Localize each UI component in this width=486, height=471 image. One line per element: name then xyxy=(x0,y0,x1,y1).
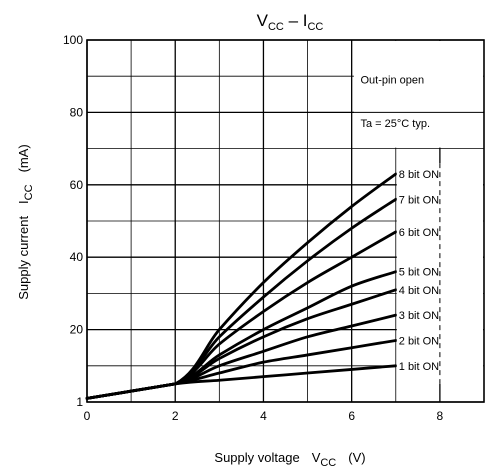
y-tick-label: 1 xyxy=(76,395,83,409)
series-line-1-bit xyxy=(85,364,398,400)
y-axis-label: Supply currentICC(mA) xyxy=(16,144,35,300)
series-lines xyxy=(85,172,398,400)
x-tick-label: 2 xyxy=(172,409,179,423)
y-tick-label: 100 xyxy=(63,33,83,47)
annotation-text: Out-pin open xyxy=(360,74,424,86)
y-tick-label: 40 xyxy=(70,250,84,264)
annotation-text: Ta = 25°C typ. xyxy=(360,118,430,130)
annotation-panel xyxy=(353,41,483,148)
x-axis-label: Supply voltage VCC (V) xyxy=(214,450,365,469)
chart-title: VCC – ICC xyxy=(257,11,324,33)
axis-ticks: 0 2 4 6 8 1 20 40 60 80 100 xyxy=(63,33,444,423)
x-tick-label: 6 xyxy=(348,409,355,423)
series-line-2-bit xyxy=(85,339,398,400)
annotation-box: Out-pin open Ta = 25°C typ. xyxy=(351,41,484,148)
y-tick-label: 20 xyxy=(70,323,84,337)
series-label: 3 bit ON xyxy=(399,310,439,322)
series-line-3-bit xyxy=(85,313,398,400)
x-tick-label: 8 xyxy=(437,409,444,423)
series-line-8-bit xyxy=(85,172,398,400)
series-label: 7 bit ON xyxy=(399,194,439,206)
series-line-4-bit xyxy=(85,288,398,400)
series-label: 1 bit ON xyxy=(399,361,439,373)
x-tick-label: 4 xyxy=(260,409,267,423)
series-line-5-bit xyxy=(85,270,398,400)
y-tick-label: 80 xyxy=(70,105,84,119)
series-label: 5 bit ON xyxy=(399,267,439,279)
series-line-6-bit xyxy=(85,230,398,400)
x-tick-label: 0 xyxy=(84,409,91,423)
series-label: 2 bit ON xyxy=(399,335,439,347)
plot-frame xyxy=(86,39,485,403)
series-label: 4 bit ON xyxy=(399,285,439,297)
series-label: 8 bit ON xyxy=(399,169,439,181)
series-label: 6 bit ON xyxy=(399,227,439,239)
y-tick-label: 60 xyxy=(70,178,84,192)
series-labels: 8 bit ON 7 bit ON 6 bit ON 5 bit ON 4 bit ON… xyxy=(396,163,483,384)
series-line-7-bit xyxy=(85,197,398,400)
